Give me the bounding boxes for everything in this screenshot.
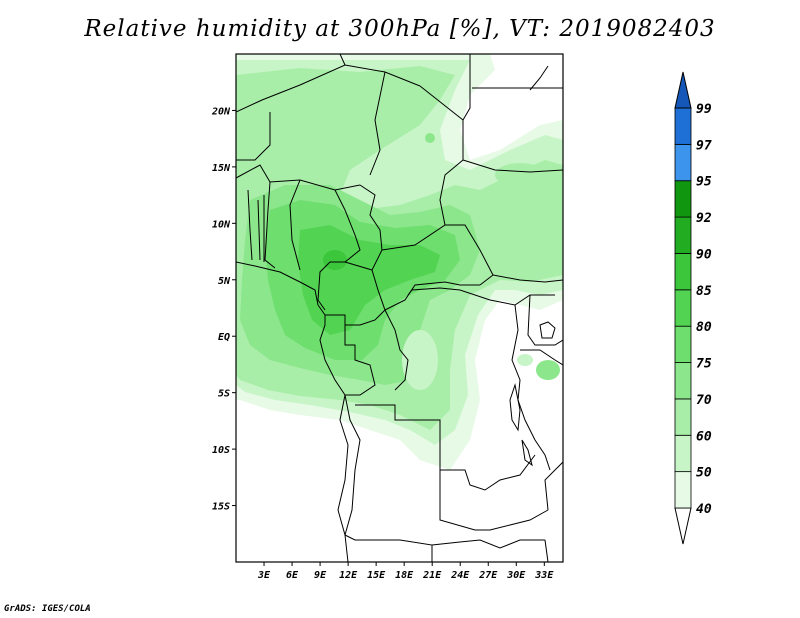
lat-tick-label: 10N bbox=[212, 219, 231, 230]
latitude-axis: 20N 15N 10N 5N EQ 5S 10S 15S bbox=[211, 106, 236, 513]
colorbar-label: 99 bbox=[696, 102, 712, 117]
colorbar-segment bbox=[674, 471, 692, 509]
lat-tick-label: 15S bbox=[212, 502, 230, 513]
lat-tick-label: 10S bbox=[212, 445, 230, 456]
lon-tick-label: 24E bbox=[450, 570, 470, 581]
country-borders bbox=[236, 54, 563, 562]
map-title: Relative humidity at 300hPa [%], VT: 201… bbox=[84, 16, 716, 42]
colorbar-segment bbox=[674, 398, 692, 436]
humidity-patch bbox=[517, 354, 533, 366]
colorbar-segment bbox=[674, 107, 692, 145]
colorbar: 40 50 60 70 75 80 85 90 92 95 97 99 bbox=[674, 71, 712, 545]
lat-tick-label: 5N bbox=[218, 276, 231, 287]
lon-tick-label: 18E bbox=[395, 570, 414, 581]
colorbar-lower-arrow bbox=[674, 507, 692, 545]
colorbar-upper-arrow bbox=[674, 71, 692, 109]
humidity-patch bbox=[272, 70, 328, 90]
colorbar-segment bbox=[674, 434, 692, 473]
lon-tick-label: 21E bbox=[422, 570, 442, 581]
lat-tick-label: 15N bbox=[212, 163, 231, 174]
lon-tick-label: 30E bbox=[506, 570, 526, 581]
colorbar-label: 85 bbox=[696, 284, 712, 299]
colorbar-segment bbox=[674, 216, 692, 254]
map-frame bbox=[235, 53, 564, 563]
lat-tick-label: 20N bbox=[211, 106, 231, 117]
colorbar-label: 75 bbox=[696, 357, 712, 372]
lon-tick-label: 9E bbox=[314, 570, 327, 581]
humidity-patch bbox=[323, 250, 347, 270]
colorbar-label: 97 bbox=[696, 138, 712, 153]
colorbar-label: 60 bbox=[696, 429, 712, 444]
colorbar-label: 95 bbox=[696, 175, 712, 190]
colorbar-segment bbox=[674, 362, 692, 400]
colorbar-label: 70 bbox=[696, 393, 712, 408]
colorbar-segment bbox=[674, 289, 692, 327]
lon-tick-label: 27E bbox=[478, 570, 498, 581]
humidity-patch bbox=[402, 330, 438, 390]
lat-tick-label: EQ bbox=[218, 332, 230, 343]
humidity-patch bbox=[536, 360, 560, 380]
lon-tick-label: 3E bbox=[257, 570, 271, 581]
colorbar-segment bbox=[674, 143, 692, 182]
lon-tick-label: 6E bbox=[286, 570, 299, 581]
colorbar-label: 92 bbox=[696, 211, 712, 226]
grads-credit: GrADS: IGES/COLA bbox=[4, 604, 91, 614]
lon-tick-label: 12E bbox=[339, 570, 358, 581]
colorbar-segment bbox=[674, 253, 692, 291]
colorbar-label: 90 bbox=[696, 247, 712, 262]
humidity-field bbox=[236, 54, 563, 470]
lon-tick-label: 33E bbox=[534, 570, 554, 581]
colorbar-label: 40 bbox=[696, 502, 712, 517]
humidity-patch bbox=[425, 133, 435, 143]
humidity-patch bbox=[495, 163, 545, 187]
lat-tick-label: 5S bbox=[218, 389, 230, 400]
colorbar-label: 50 bbox=[696, 466, 712, 481]
colorbar-label: 80 bbox=[696, 320, 712, 335]
lon-tick-label: 15E bbox=[367, 570, 386, 581]
colorbar-segment bbox=[674, 180, 692, 218]
longitude-axis: 3E 6E 9E 12E 15E 18E 21E 24E 27E 30E 33E bbox=[257, 562, 554, 581]
colorbar-segment bbox=[674, 325, 692, 363]
